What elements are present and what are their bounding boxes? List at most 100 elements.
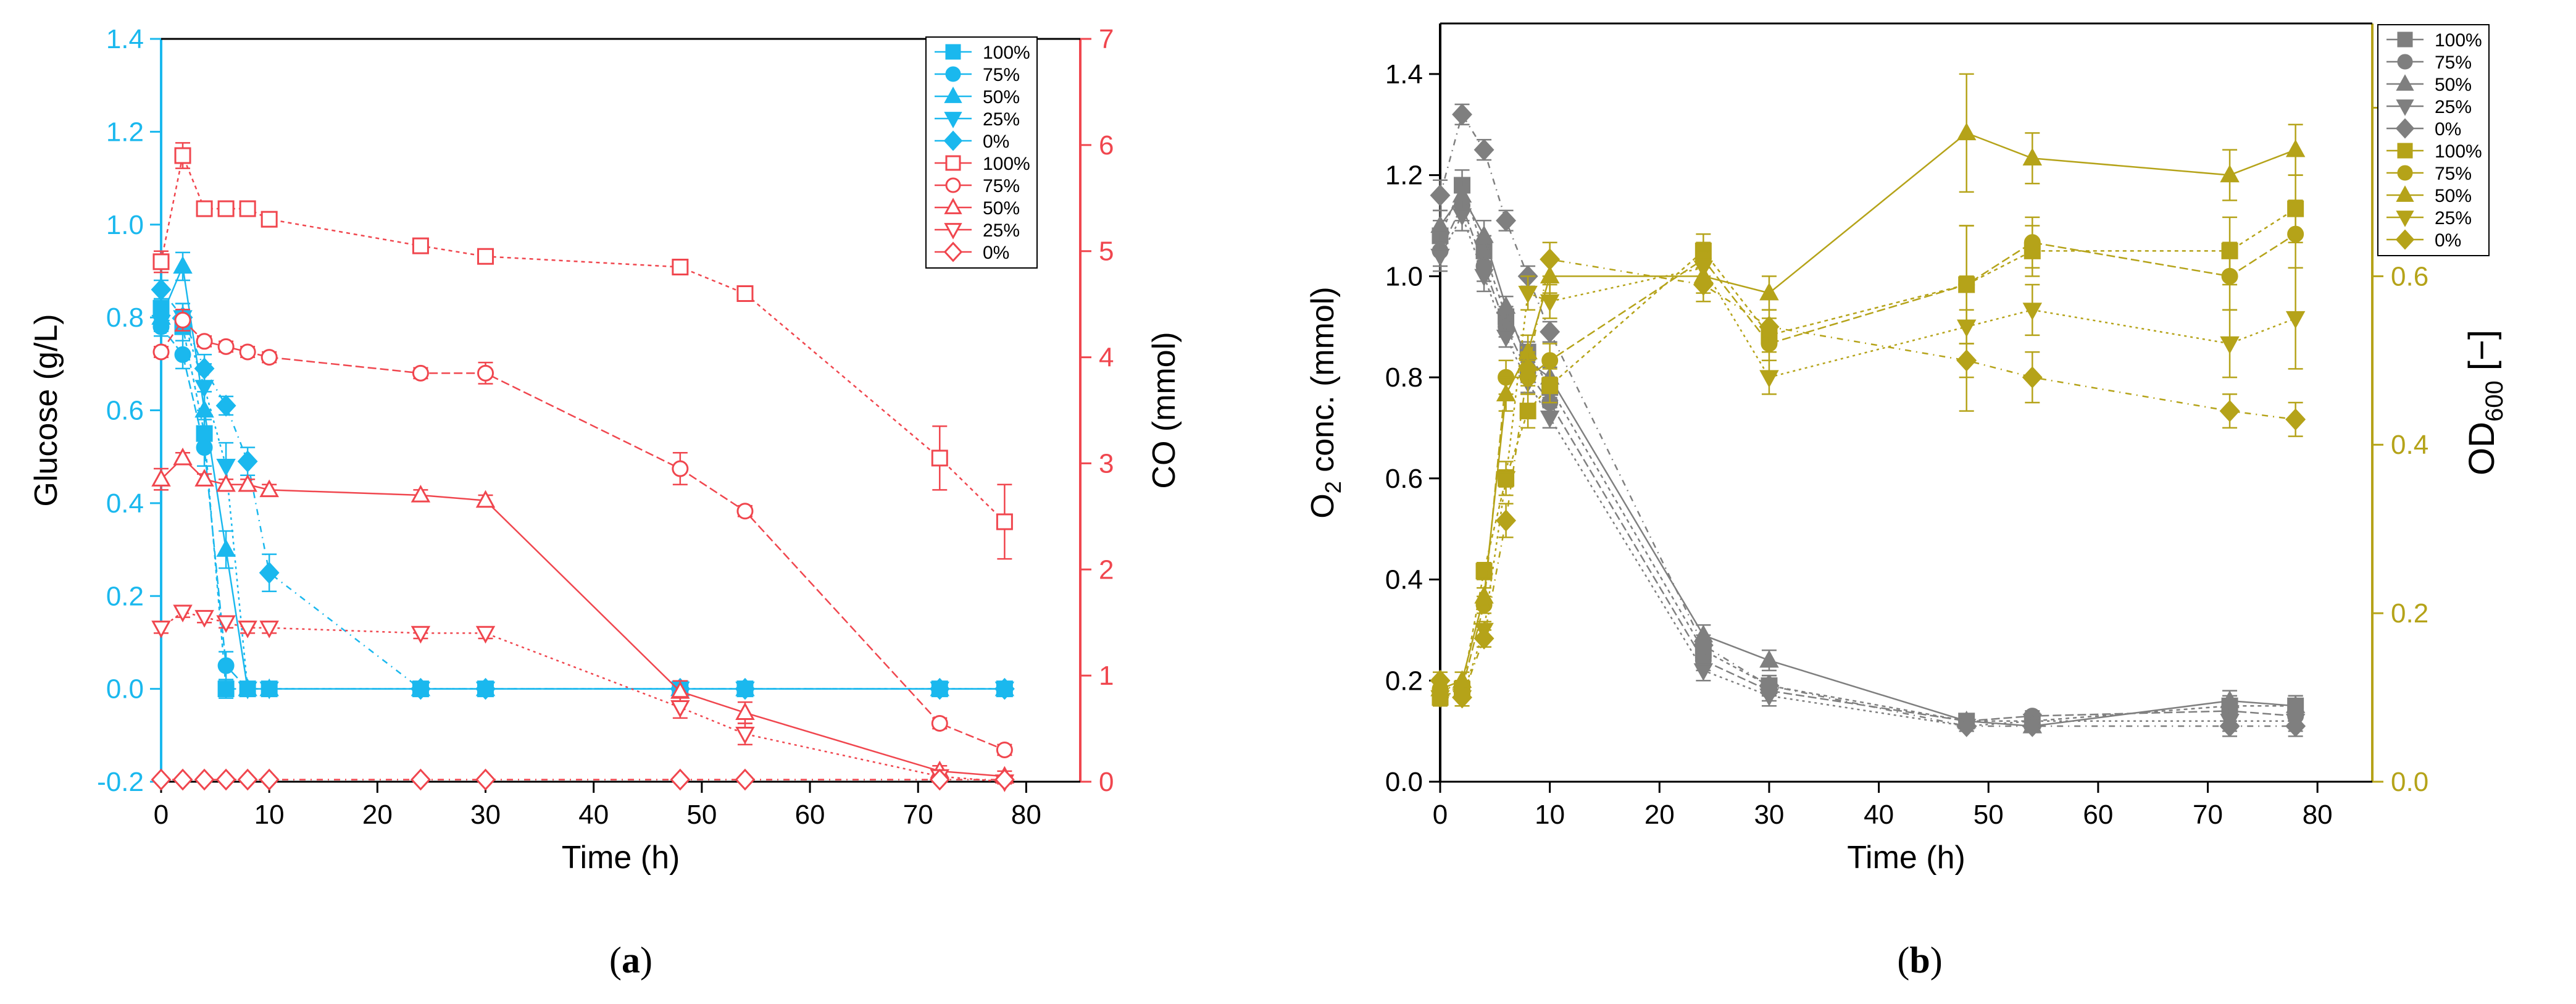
- x-tick-label: 20: [1644, 800, 1675, 830]
- data-point: [670, 768, 691, 791]
- data-point: [1541, 377, 1559, 395]
- series-left-25pct: [151, 303, 1015, 700]
- legend-marker: [2397, 165, 2413, 181]
- series-line: [160, 457, 1005, 777]
- data-point: [1452, 208, 1472, 227]
- data-point: [994, 768, 1015, 791]
- data-point: [475, 677, 496, 700]
- y-right-tick-label: 2: [1099, 554, 1114, 585]
- data-point: [1496, 209, 1517, 232]
- data-point: [1956, 715, 1977, 737]
- data-point: [173, 604, 193, 622]
- x-tick-label: 60: [2083, 800, 2113, 830]
- y-right-tick-label: 0.2: [2391, 598, 2428, 629]
- data-point: [151, 278, 172, 301]
- data-point: [2220, 336, 2240, 354]
- x-tick-label: 30: [1754, 800, 1784, 830]
- series-right-50pct: [151, 447, 1015, 784]
- legend-label: 0%: [2435, 119, 2461, 140]
- data-point: [2024, 234, 2041, 251]
- data-point: [2022, 148, 2043, 166]
- series-left-50pct: [151, 251, 1015, 697]
- data-point: [238, 621, 257, 638]
- data-point: [1452, 670, 1472, 688]
- data-point: [259, 768, 280, 791]
- legend-marker: [2395, 118, 2415, 139]
- legend-label: 0%: [2435, 230, 2461, 251]
- legend-label: 75%: [2435, 164, 2472, 184]
- series-line: [160, 316, 1005, 690]
- data-point: [151, 469, 171, 487]
- legend-marker: [2396, 211, 2414, 227]
- y-left-tick-label: 0.6: [1385, 464, 1423, 494]
- y-left-title-sub: 2: [1320, 481, 1346, 493]
- series-line: [1440, 233, 2296, 690]
- data-point: [1540, 294, 1560, 312]
- data-point: [259, 621, 279, 638]
- data-point: [2285, 311, 2306, 329]
- data-point: [196, 439, 213, 456]
- y-right-tick-label: 6: [1099, 130, 1114, 161]
- legend: 100%75%50%25%0%100%75%50%25%0%: [925, 36, 1038, 269]
- data-point: [2287, 225, 2304, 243]
- data-point: [238, 681, 257, 700]
- chart-panel-b: 0 10 20 30 40 50 60 70 80 Time (h) 0.0 0.2 0.4 0.6 0.8…: [1305, 22, 2508, 876]
- y-left-tick-label: 1.0: [106, 210, 144, 240]
- data-point: [1540, 410, 1560, 429]
- legend-label: 25%: [2435, 208, 2472, 228]
- data-point: [217, 338, 235, 355]
- data-point: [735, 677, 756, 700]
- legend-label: 100%: [983, 154, 1030, 174]
- data-point: [151, 768, 172, 791]
- legend-marker: [2397, 31, 2413, 48]
- data-point: [475, 490, 496, 508]
- y-right-tick-label: 0.4: [2391, 430, 2428, 460]
- legend-label: 50%: [983, 87, 1020, 107]
- legend-label: 75%: [983, 65, 1020, 85]
- data-point: [670, 700, 690, 718]
- series-line: [1439, 203, 2296, 722]
- data-point: [736, 503, 754, 520]
- data-point: [735, 702, 755, 720]
- data-point: [1759, 650, 1779, 668]
- data-point: [174, 311, 191, 328]
- x-tick-label: 40: [1864, 800, 1894, 830]
- y-left-tick-label: 0.0: [1385, 767, 1423, 797]
- legend-label: 75%: [2435, 52, 2472, 73]
- x-tick-label: 60: [795, 800, 825, 830]
- y-left-tick-label: 0.4: [106, 488, 144, 519]
- data-point: [475, 625, 496, 644]
- legend-marker: [944, 223, 962, 240]
- series-line: [160, 289, 1005, 690]
- data-point: [1517, 358, 1538, 380]
- data-point: [929, 677, 950, 700]
- legend-label: 50%: [2435, 75, 2472, 95]
- y-left-tick-label: 0.2: [1385, 666, 1423, 696]
- data-point: [152, 253, 170, 270]
- series-line: [160, 319, 1005, 751]
- data-point: [216, 539, 236, 557]
- legend-label: 25%: [2435, 97, 2472, 117]
- y-right-tick-label: 5: [1099, 236, 1114, 267]
- data-point: [736, 285, 754, 302]
- y-right-tick-label: 0: [1099, 767, 1114, 797]
- legend-marker: [945, 177, 961, 193]
- y-left-tick-label: 0.6: [106, 396, 144, 426]
- data-point: [475, 768, 496, 791]
- x-tick-label: 10: [254, 800, 285, 830]
- data-point: [196, 333, 213, 350]
- legend-marker: [944, 198, 962, 214]
- data-point: [216, 474, 236, 492]
- data-point: [1693, 634, 1714, 656]
- x-tick-label: 80: [2303, 800, 2333, 830]
- y-left-tick-label: -0.2: [97, 767, 144, 797]
- data-point: [2022, 303, 2043, 320]
- series-line: [1439, 183, 2296, 722]
- y-left-tick-label: 0.2: [106, 581, 144, 611]
- data-point: [215, 768, 236, 791]
- data-point: [174, 147, 191, 164]
- series-line: [160, 611, 1005, 783]
- y-right-tick-label: 0.0: [2391, 767, 2428, 797]
- x-tick-label: 40: [578, 800, 609, 830]
- data-point: [929, 768, 950, 791]
